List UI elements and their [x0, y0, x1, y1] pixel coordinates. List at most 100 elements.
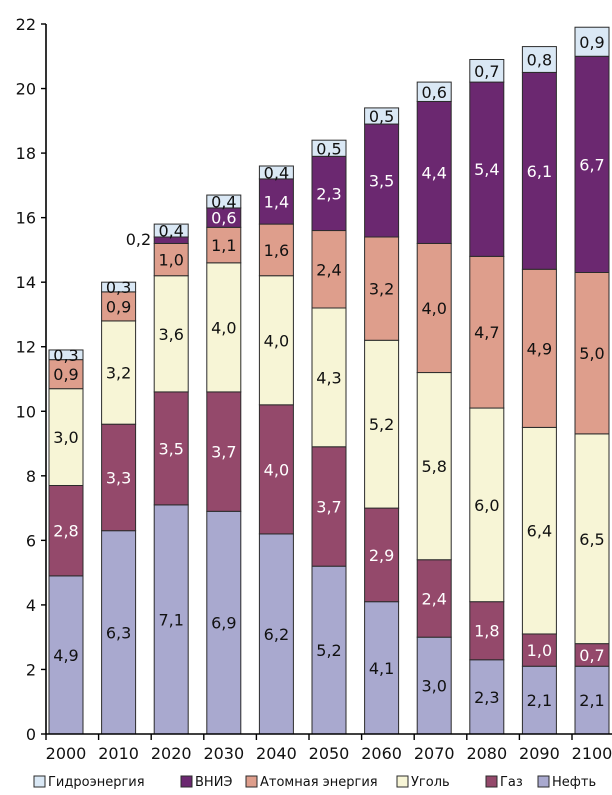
data-label: 6,9: [211, 614, 236, 633]
data-label: 5,2: [369, 415, 394, 434]
y-tick-label: 6: [26, 531, 36, 550]
bar-segment: [469, 59, 505, 83]
bar-segment: [364, 236, 400, 341]
legend-label: Уголь: [411, 775, 450, 790]
bar-segment: [521, 46, 557, 73]
y-tick-label: 18: [16, 144, 36, 163]
y-tick-label: 10: [16, 402, 36, 421]
data-label: 6,4: [527, 522, 552, 541]
data-label: 2,1: [579, 691, 604, 710]
legend-swatch: [537, 775, 550, 788]
bar-segment: [258, 165, 294, 180]
legend-swatch: [485, 775, 498, 788]
data-label: 1,6: [264, 241, 289, 260]
bar-segment: [416, 372, 452, 561]
bar-segment: [101, 281, 137, 293]
bar-segment: [153, 504, 189, 735]
data-label: 0,9: [53, 365, 78, 384]
data-label: 7,1: [158, 610, 183, 629]
data-label: 4,3: [316, 368, 341, 387]
x-tick-label: 2070: [414, 744, 455, 763]
bar-segment: [48, 359, 84, 390]
data-label: 5,8: [421, 457, 446, 476]
x-tick-label: 2090: [519, 744, 560, 763]
bar-segment: [469, 601, 505, 661]
bar-segment: [311, 230, 347, 309]
bar-segment: [574, 665, 610, 735]
y-tick-label: 22: [16, 15, 36, 34]
data-label: 0,7: [474, 62, 499, 81]
bar-segment: [258, 404, 294, 535]
bar-segment: [521, 71, 557, 270]
bar-segment: [469, 255, 505, 409]
y-tick-label: 0: [26, 725, 36, 744]
bar-segment: [258, 178, 294, 225]
data-label: 3,0: [53, 428, 78, 447]
legend-label: Газ: [500, 775, 523, 790]
x-tick-label: 2060: [361, 744, 402, 763]
bar-segment: [521, 665, 557, 735]
x-tick-label: 2040: [256, 744, 297, 763]
legend-label: ВНИЭ: [195, 775, 233, 790]
x-tick-label: 2050: [309, 744, 350, 763]
bar-segment: [521, 426, 557, 635]
data-label: 3,5: [369, 172, 394, 191]
legend-swatch: [245, 775, 258, 788]
x-tick-label: 2080: [466, 744, 507, 763]
data-label: 0,3: [106, 278, 131, 297]
bar-segment: [364, 123, 400, 238]
data-label: 0,3: [53, 346, 78, 365]
bar-segment: [258, 223, 294, 277]
x-tick-label: 2030: [203, 744, 244, 763]
data-label: 0,5: [316, 139, 341, 158]
legend-label: Нефть: [552, 775, 596, 790]
data-label: 4,0: [421, 299, 446, 318]
bar-segment: [101, 423, 137, 532]
bar-segment: [48, 485, 84, 577]
bar-segment: [574, 26, 610, 57]
legend-swatch: [33, 775, 46, 788]
data-label: 2,1: [527, 691, 552, 710]
bar-segment: [101, 291, 137, 322]
data-label: 3,0: [421, 677, 446, 696]
data-label: 2,3: [474, 688, 499, 707]
data-label: 0,6: [211, 209, 236, 228]
data-label: 0,8: [527, 51, 552, 70]
bar-segment: [416, 81, 452, 102]
data-label: 4,9: [527, 339, 552, 358]
data-label: 0,9: [579, 33, 604, 52]
y-tick-label: 20: [16, 80, 36, 99]
bar-segment: [48, 575, 84, 735]
data-label: 3,6: [158, 325, 183, 344]
y-tick-label: 16: [16, 209, 36, 228]
data-label: 4,9: [53, 646, 78, 665]
data-label: 0,2: [126, 230, 151, 249]
data-label: 0,4: [264, 163, 289, 182]
data-label: 0,9: [106, 297, 131, 316]
data-label: 4,0: [211, 318, 236, 337]
data-label: 2,4: [421, 589, 446, 608]
data-label: 2,3: [316, 184, 341, 203]
data-label: 1,4: [264, 193, 289, 212]
bar-segment: [521, 268, 557, 428]
bar-segment: [416, 242, 452, 374]
y-tick-label: 12: [16, 338, 36, 357]
data-label: 1,0: [158, 251, 183, 270]
x-tick-label: 2010: [98, 744, 139, 763]
bar-segment: [153, 223, 189, 238]
bar-segment: [574, 55, 610, 274]
bar-segment: [521, 633, 557, 667]
legend-swatch: [180, 775, 193, 788]
x-tick-label: 2100: [572, 744, 612, 763]
bar-segment: [364, 339, 400, 509]
data-label: 3,2: [106, 364, 131, 383]
data-label: 0,4: [211, 193, 236, 212]
data-label: 4,0: [264, 460, 289, 479]
data-label: 4,1: [369, 659, 394, 678]
data-label: 3,7: [316, 497, 341, 516]
data-label: 3,3: [106, 468, 131, 487]
data-label: 6,2: [264, 625, 289, 644]
data-label: 5,0: [579, 344, 604, 363]
bar-segment: [206, 194, 242, 209]
